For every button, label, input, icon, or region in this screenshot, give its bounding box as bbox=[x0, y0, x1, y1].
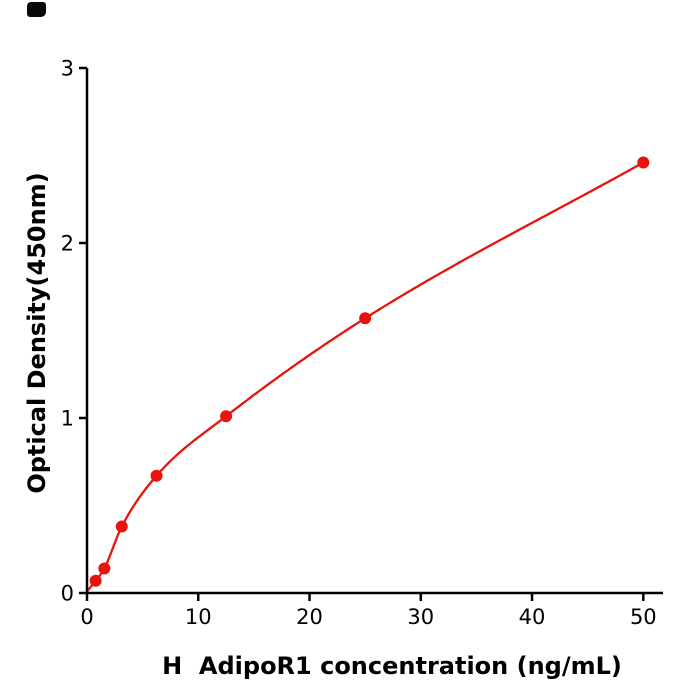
data-point bbox=[98, 562, 111, 575]
x-tick-label: 30 bbox=[407, 605, 434, 629]
x-tick-label: 20 bbox=[296, 605, 323, 629]
x-tick-label: 40 bbox=[519, 605, 546, 629]
y-axis-title: Optical Density(450nm) bbox=[23, 172, 51, 494]
data-point bbox=[150, 469, 163, 482]
x-tick-label: 0 bbox=[80, 605, 93, 629]
corner-mark bbox=[27, 2, 46, 17]
y-tick-label: 1 bbox=[61, 407, 74, 431]
x-tick-label: 10 bbox=[185, 605, 212, 629]
data-point bbox=[637, 156, 650, 169]
y-tick-label: 2 bbox=[61, 232, 74, 256]
data-point bbox=[115, 520, 128, 533]
y-tick-label: 3 bbox=[61, 57, 74, 81]
data-point bbox=[359, 312, 372, 325]
data-point bbox=[89, 574, 102, 587]
x-tick-label: 50 bbox=[630, 605, 657, 629]
x-axis-title: H AdipoR1 concentration (ng/mL) bbox=[162, 652, 622, 680]
fit-curve bbox=[85, 161, 645, 593]
data-point bbox=[220, 410, 233, 423]
y-tick-label: 0 bbox=[61, 582, 74, 606]
